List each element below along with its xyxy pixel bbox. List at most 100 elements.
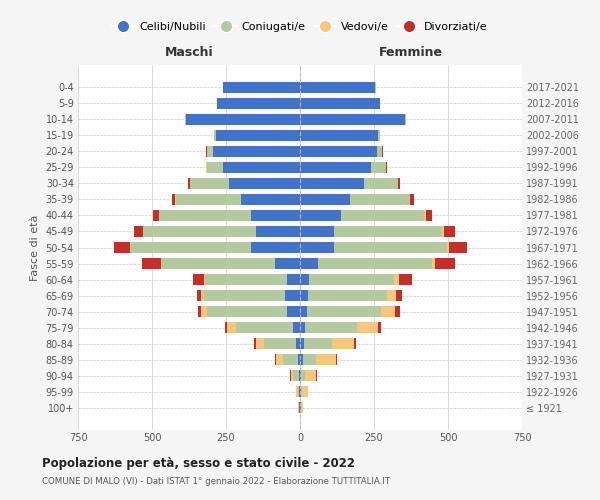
Bar xyxy=(143,226,256,237)
Bar xyxy=(443,226,455,237)
Bar xyxy=(208,146,212,157)
Bar xyxy=(300,162,371,173)
Bar xyxy=(254,338,256,349)
Bar xyxy=(198,306,202,318)
Bar xyxy=(442,226,443,237)
Bar xyxy=(446,242,449,254)
Bar xyxy=(300,146,377,157)
Legend: Celibi/Nubili, Coniugati/e, Vedovi/e, Divorziati/e: Celibi/Nubili, Coniugati/e, Vedovi/e, Di… xyxy=(110,20,490,34)
Bar xyxy=(396,290,401,302)
Bar xyxy=(212,146,300,157)
Bar xyxy=(300,306,307,318)
Bar xyxy=(188,178,190,189)
Bar xyxy=(142,258,161,270)
Bar xyxy=(207,306,287,318)
Bar xyxy=(303,354,316,366)
Bar xyxy=(316,370,317,382)
Bar xyxy=(432,258,435,270)
Bar xyxy=(318,258,432,270)
Bar xyxy=(193,274,204,285)
Y-axis label: Anni di nascita: Anni di nascita xyxy=(599,206,600,289)
Bar xyxy=(300,338,304,349)
Bar xyxy=(449,242,467,254)
Bar xyxy=(214,130,215,141)
Bar xyxy=(335,354,337,366)
Bar xyxy=(371,162,386,173)
Bar xyxy=(300,130,379,141)
Bar xyxy=(302,386,308,398)
Bar xyxy=(215,130,300,141)
Bar xyxy=(236,322,293,334)
Bar xyxy=(300,370,301,382)
Bar xyxy=(202,306,207,318)
Bar xyxy=(377,146,382,157)
Bar xyxy=(291,370,293,382)
Bar xyxy=(256,226,300,237)
Bar xyxy=(380,306,395,318)
Bar xyxy=(293,322,300,334)
Bar xyxy=(130,242,131,254)
Bar xyxy=(113,242,130,254)
Bar xyxy=(307,306,380,318)
Bar xyxy=(186,114,300,125)
Bar xyxy=(225,322,227,334)
Bar xyxy=(300,210,341,221)
Bar xyxy=(296,338,300,349)
Bar xyxy=(301,402,302,413)
Bar xyxy=(287,274,300,285)
Bar xyxy=(201,290,204,302)
Bar xyxy=(316,354,335,366)
Text: Femmine: Femmine xyxy=(379,46,443,60)
Bar xyxy=(399,274,412,285)
Bar xyxy=(154,210,159,221)
Bar xyxy=(172,194,175,205)
Bar xyxy=(223,162,300,173)
Bar xyxy=(341,210,424,221)
Bar xyxy=(305,370,316,382)
Bar xyxy=(299,370,300,382)
Bar xyxy=(300,290,308,302)
Bar xyxy=(310,274,394,285)
Bar xyxy=(300,386,301,398)
Bar xyxy=(163,258,275,270)
Bar xyxy=(298,354,300,366)
Bar xyxy=(350,194,410,205)
Bar xyxy=(364,178,398,189)
Bar xyxy=(332,338,354,349)
Bar xyxy=(424,210,425,221)
Bar xyxy=(296,386,298,398)
Bar xyxy=(287,306,300,318)
Bar xyxy=(176,194,241,205)
Bar xyxy=(229,178,300,189)
Bar xyxy=(134,226,143,237)
Bar xyxy=(308,290,387,302)
Bar xyxy=(300,226,334,237)
Bar xyxy=(207,162,223,173)
Bar xyxy=(217,98,300,109)
Bar xyxy=(304,338,332,349)
Bar xyxy=(275,258,300,270)
Bar xyxy=(334,226,442,237)
Bar xyxy=(357,322,378,334)
Bar xyxy=(410,194,413,205)
Bar xyxy=(241,194,300,205)
Bar xyxy=(425,210,432,221)
Bar xyxy=(264,338,296,349)
Bar xyxy=(301,386,302,398)
Bar xyxy=(299,386,300,398)
Bar xyxy=(300,98,380,109)
Bar xyxy=(160,210,251,221)
Bar xyxy=(378,322,381,334)
Bar xyxy=(398,178,400,189)
Bar xyxy=(300,322,305,334)
Text: Popolazione per età, sesso e stato civile - 2022: Popolazione per età, sesso e stato civil… xyxy=(42,458,355,470)
Bar xyxy=(395,306,400,318)
Bar xyxy=(223,82,300,93)
Bar xyxy=(204,290,285,302)
Bar xyxy=(293,370,299,382)
Bar xyxy=(256,338,264,349)
Bar xyxy=(131,242,251,254)
Text: Maschi: Maschi xyxy=(164,46,214,60)
Bar xyxy=(161,258,163,270)
Bar xyxy=(205,274,287,285)
